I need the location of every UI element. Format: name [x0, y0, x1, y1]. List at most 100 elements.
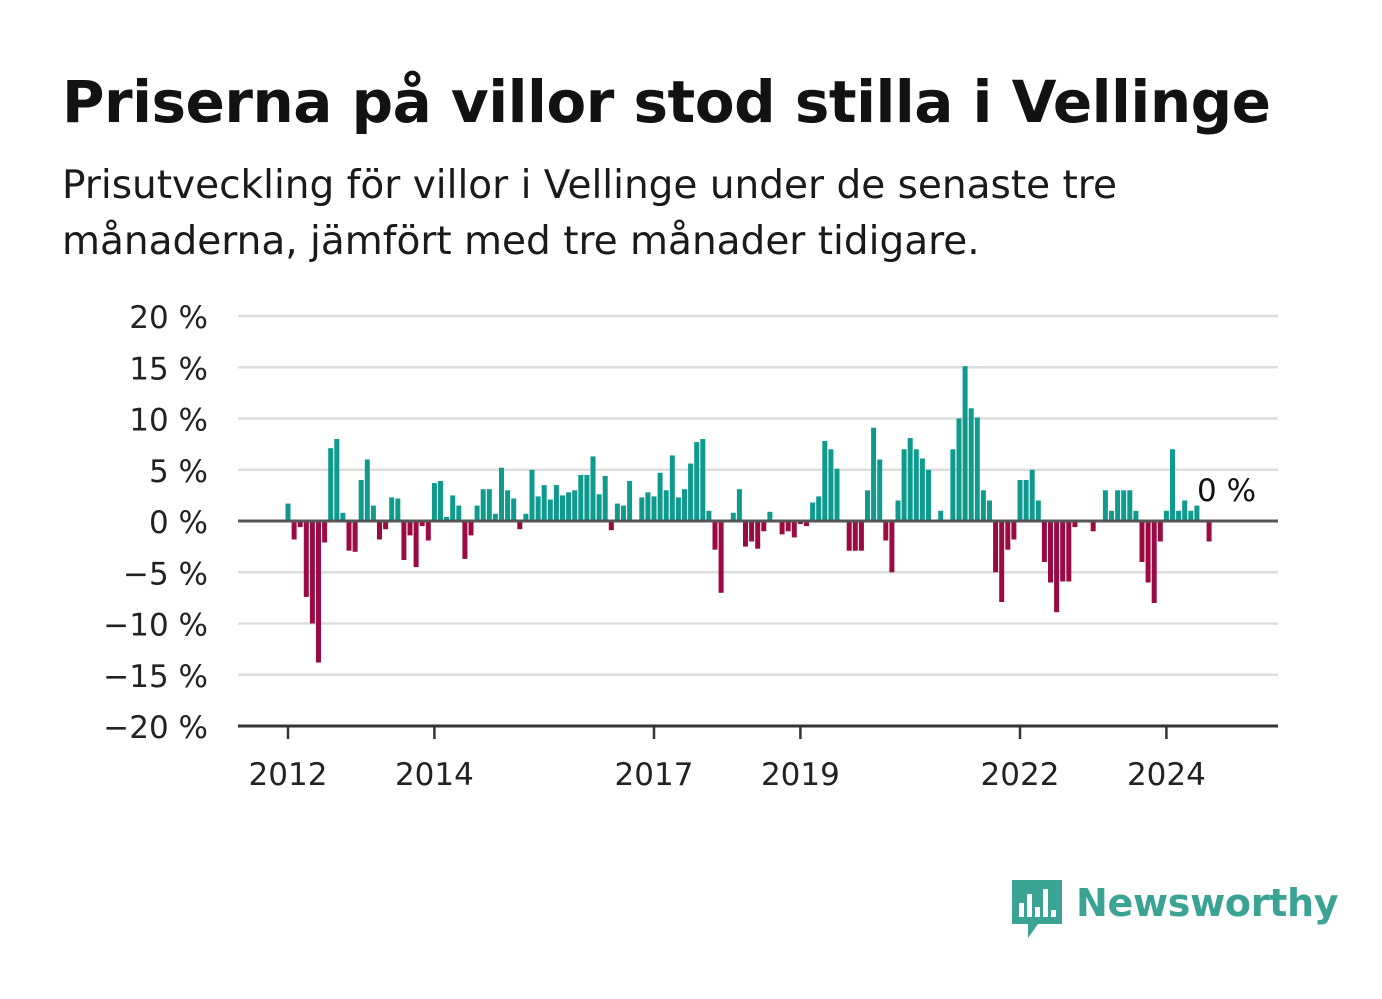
newsworthy-logo[interactable]: Newsworthy	[1012, 880, 1339, 940]
x-tick-label: 2012	[249, 757, 328, 793]
bar	[907, 438, 913, 521]
bar	[444, 516, 450, 521]
bar	[730, 512, 736, 521]
bar	[468, 521, 474, 536]
bar	[688, 463, 694, 521]
bar	[541, 485, 547, 521]
bar	[822, 441, 828, 521]
axes	[238, 519, 1278, 739]
bar	[1048, 521, 1053, 583]
bar	[797, 521, 803, 525]
bar	[810, 502, 816, 521]
bar	[901, 449, 907, 522]
bar	[438, 481, 443, 521]
bar	[584, 474, 590, 521]
bar	[1206, 521, 1212, 542]
bar	[706, 510, 712, 522]
bar	[736, 489, 742, 521]
chart-title: Priserna på villor stod stilla i Velling…	[62, 68, 1271, 136]
y-tick-label: 20 %	[129, 300, 208, 336]
bar	[1157, 521, 1163, 542]
bar	[1176, 510, 1182, 522]
bar	[1115, 490, 1121, 522]
bar	[1121, 490, 1127, 522]
bar	[1005, 521, 1011, 550]
bar	[553, 485, 559, 521]
bar	[694, 442, 700, 521]
x-tick-label: 2024	[1127, 757, 1206, 793]
bar	[1170, 449, 1175, 522]
bar	[303, 521, 309, 597]
bar	[407, 521, 413, 536]
bar	[529, 469, 535, 522]
axis-labels: 20 % 15 % 10 % 5 % 0 % −5 % −10 % −15 % −20 % 201…	[103, 300, 1256, 793]
bar	[334, 439, 340, 521]
bar	[1102, 490, 1108, 522]
x-tick-label: 2019	[761, 757, 840, 793]
bar	[627, 481, 633, 521]
y-tick-label: 15 %	[129, 351, 208, 387]
bar	[614, 503, 620, 521]
bar	[926, 469, 931, 522]
y-tick-label: −5 %	[123, 556, 208, 592]
bar	[377, 521, 382, 540]
bar	[364, 459, 370, 521]
y-tick-label: 10 %	[129, 403, 208, 439]
bar	[1145, 521, 1151, 583]
bar	[499, 467, 504, 521]
chart-subtitle: Prisutveckling för villor i Vellinge und…	[62, 163, 1117, 264]
bar	[755, 521, 761, 549]
bar	[346, 521, 352, 551]
bar	[1029, 469, 1035, 522]
bar	[956, 418, 962, 521]
bar	[425, 521, 431, 541]
bar	[1035, 500, 1041, 521]
bar	[852, 521, 858, 551]
bar	[993, 521, 999, 573]
bar	[895, 500, 901, 521]
bar	[602, 475, 608, 521]
y-tick-label: −15 %	[103, 659, 208, 695]
bar	[785, 521, 791, 532]
bar	[816, 496, 822, 521]
bar	[456, 505, 462, 521]
x-tick-label: 2022	[981, 757, 1060, 793]
bar	[749, 521, 755, 542]
bars	[285, 366, 1212, 663]
bar	[309, 521, 315, 624]
bar	[962, 366, 968, 521]
bar	[791, 521, 797, 538]
bar	[297, 521, 303, 528]
bar	[968, 408, 974, 522]
bar	[608, 521, 614, 531]
bar	[590, 456, 596, 521]
bar	[474, 505, 480, 521]
latest-value-label: 0 %	[1197, 473, 1256, 509]
bar	[675, 497, 681, 521]
bar-chart: 20 % 15 % 10 % 5 % 0 % −5 % −10 % −15 % −20 % 201…	[103, 300, 1278, 793]
bar	[743, 521, 748, 547]
bar	[761, 521, 767, 532]
bar	[804, 521, 809, 527]
bar	[505, 490, 511, 522]
bar	[572, 490, 578, 522]
bar	[846, 521, 852, 551]
bar	[419, 521, 425, 527]
bar	[980, 490, 986, 522]
bar	[889, 521, 895, 573]
bar	[547, 499, 553, 521]
x-tick-label: 2017	[615, 757, 694, 793]
bar	[1194, 505, 1200, 521]
bar	[1041, 521, 1047, 562]
bar	[1109, 510, 1114, 522]
bar	[462, 521, 468, 559]
bar	[682, 489, 687, 521]
y-tick-label: −10 %	[103, 608, 208, 644]
y-tick-label: 0 %	[149, 505, 208, 541]
bar	[578, 474, 584, 521]
bar	[1163, 510, 1169, 522]
bar	[431, 483, 437, 521]
bar	[383, 521, 389, 530]
bar	[865, 490, 870, 522]
bar	[621, 505, 626, 521]
